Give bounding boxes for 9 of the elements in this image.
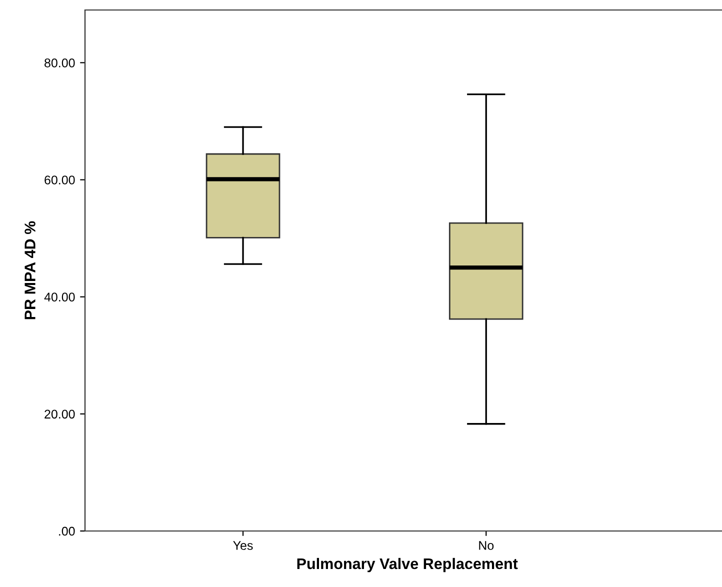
y-tick-label: 40.00 (44, 292, 75, 302)
x-tick-label: No (479, 541, 494, 550)
x-axis-title: Pulmonary Valve Replacement (297, 558, 518, 572)
y-axis-title: PR MPA 4D % (24, 221, 36, 320)
y-tick-label: 20.00 (44, 410, 75, 419)
x-tick-label: Yes (233, 541, 253, 550)
y-tick-label: 80.00 (44, 58, 75, 68)
y-tick-label: .00 (59, 526, 75, 536)
y-tick-label: 60.00 (44, 176, 75, 184)
